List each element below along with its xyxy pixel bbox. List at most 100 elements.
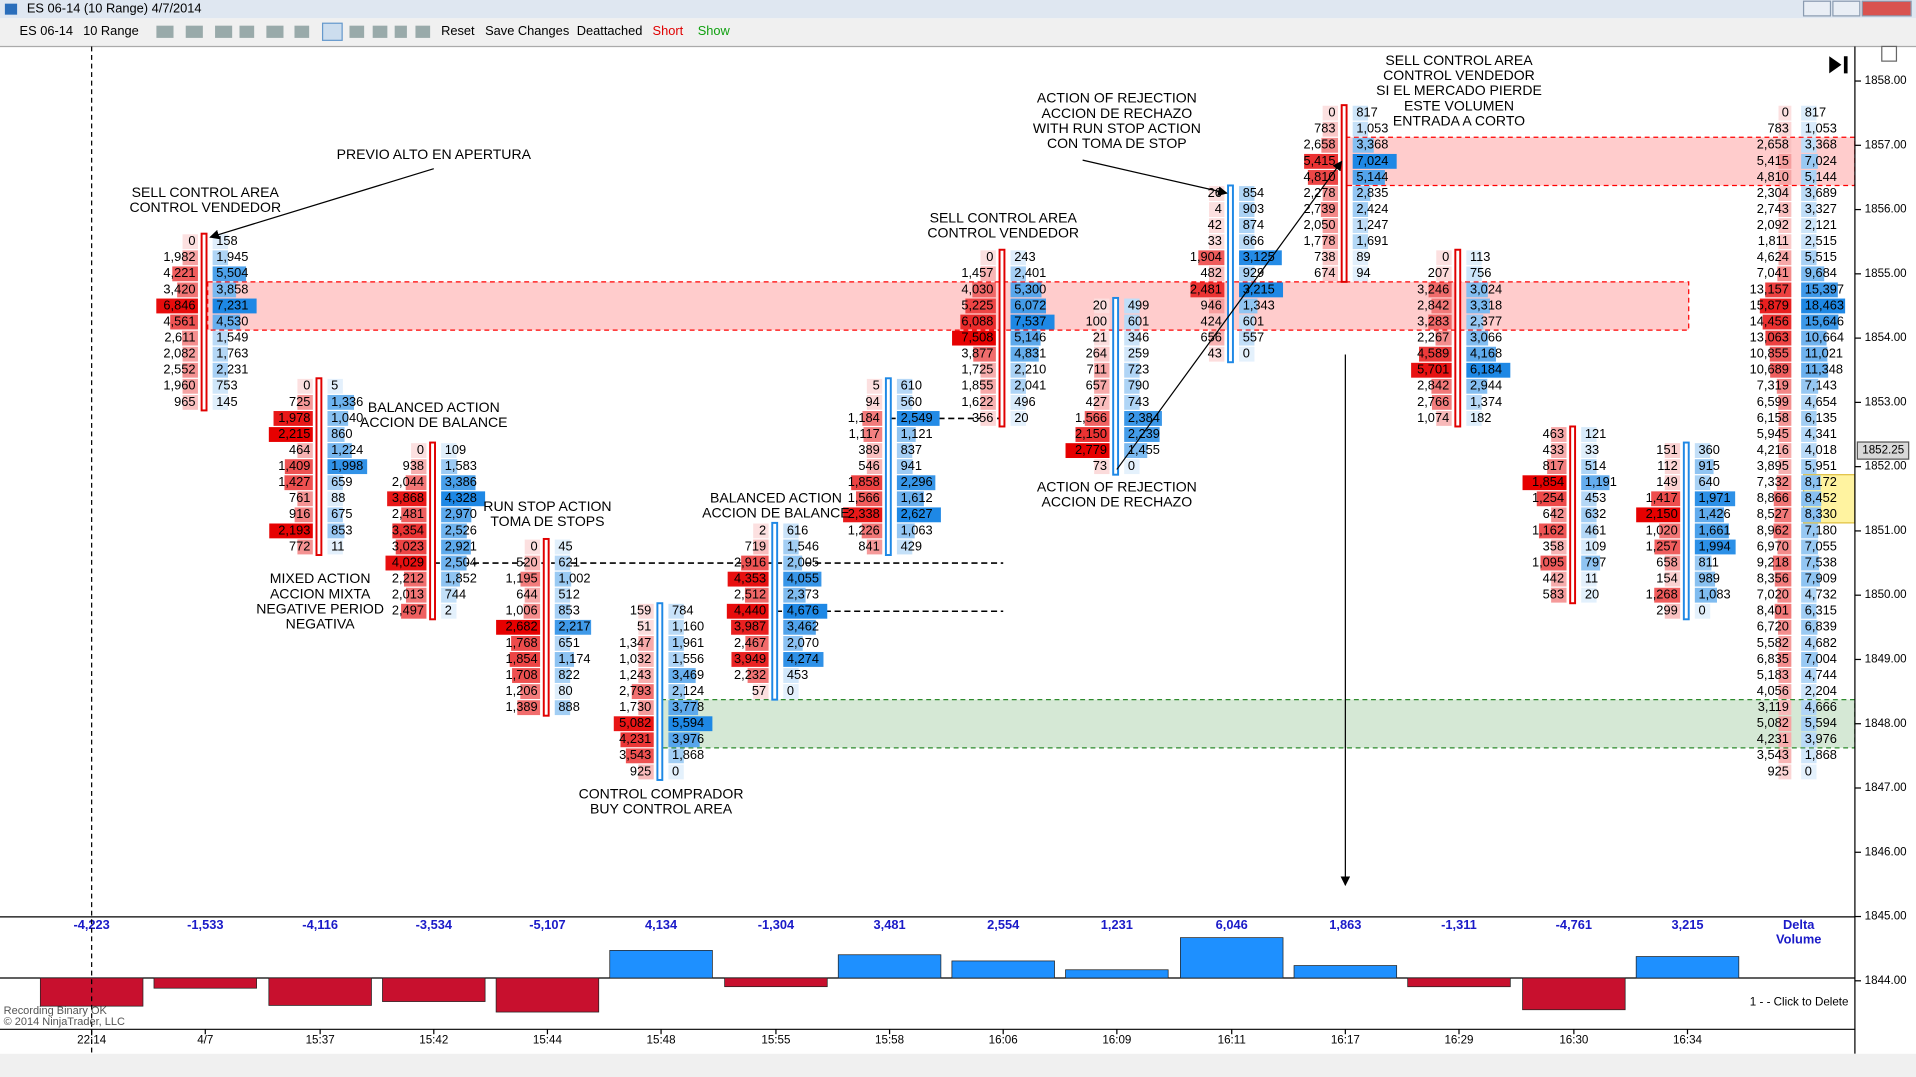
bid-label: 1,566 — [1075, 410, 1107, 425]
ask-cell — [1801, 218, 1817, 234]
ask-cell — [327, 475, 343, 491]
bid-label: 73 — [1093, 458, 1107, 473]
icon[interactable] — [239, 25, 255, 38]
bid-label: 6,970 — [1757, 538, 1789, 553]
annotation: ESTE VOLUMEN — [1404, 97, 1514, 113]
icon[interactable] — [349, 25, 365, 38]
ask-label: 837 — [901, 442, 922, 457]
bid-cell — [1778, 684, 1792, 700]
ask-cell — [1239, 218, 1255, 234]
ask-cell — [1694, 443, 1711, 459]
close-button[interactable] — [1861, 0, 1912, 17]
ask-cell — [1801, 170, 1817, 185]
icon[interactable] — [372, 25, 388, 38]
ask-label: 1,971 — [1698, 490, 1730, 505]
bid-cell — [172, 266, 198, 282]
ask-label: 1,691 — [1356, 233, 1388, 248]
ask-label: 2,070 — [787, 635, 819, 650]
ask-cell — [1694, 603, 1711, 619]
f-box[interactable] — [1881, 45, 1898, 62]
bid-cell — [1208, 314, 1225, 330]
icon[interactable] — [294, 25, 310, 38]
bid-label: 427 — [1086, 394, 1107, 409]
ask-cell — [1352, 105, 1369, 121]
ask-label: 429 — [901, 538, 922, 553]
short-button[interactable]: Short — [653, 23, 684, 38]
bid-label: 8,527 — [1757, 506, 1789, 521]
annotation: BUY CONTROL AREA — [590, 800, 733, 816]
bid-label: 761 — [289, 490, 310, 505]
ask-cell — [1801, 507, 1821, 523]
ask-label: 5,300 — [1014, 281, 1046, 296]
x-tick-label: 16:29 — [1444, 1033, 1473, 1046]
bid-label: 1,226 — [848, 522, 880, 537]
ask-cell — [668, 652, 684, 667]
ask-label: 659 — [331, 474, 352, 489]
minimize-button[interactable] — [1802, 0, 1832, 17]
bid-label: 583 — [1543, 587, 1564, 602]
bid-cell — [1664, 443, 1681, 459]
bid-cell — [1778, 668, 1792, 683]
bid-label: 151 — [1656, 442, 1677, 457]
x-tick-label: 16:11 — [1218, 1033, 1246, 1046]
bid-cell — [1190, 282, 1225, 298]
bid-cell — [1304, 153, 1339, 169]
ask-label: 989 — [1698, 571, 1719, 586]
restore-button[interactable] — [1832, 0, 1861, 17]
ask-label: 5,504 — [216, 265, 248, 280]
bid-label: 1,389 — [506, 699, 538, 714]
period-select[interactable]: 10 Range — [83, 23, 139, 38]
ask-label: 1,868 — [672, 747, 704, 762]
ask-label: 3,386 — [445, 474, 477, 489]
bid-label: 2,793 — [619, 683, 651, 698]
ask-label: 5,951 — [1805, 458, 1837, 473]
ask-label: 1,224 — [331, 442, 363, 457]
icon[interactable] — [321, 22, 343, 41]
icon[interactable] — [215, 25, 233, 38]
ask-cell — [1124, 394, 1140, 410]
bid-cell — [1778, 732, 1792, 748]
toolbar-icons — [156, 22, 431, 41]
ask-label: 4,654 — [1805, 394, 1837, 409]
detach-button[interactable]: Deattached — [577, 23, 643, 38]
bid-cell — [1436, 266, 1452, 282]
ask-cell — [783, 539, 799, 555]
ask-cell — [1124, 378, 1140, 394]
ask-cell — [668, 732, 700, 748]
bid-label: 5,582 — [1757, 635, 1789, 650]
ask-cell — [327, 443, 352, 459]
ask-label: 5,594 — [1805, 715, 1837, 730]
bid-label: 3,987 — [734, 619, 766, 634]
ask-label: 756 — [1470, 265, 1491, 280]
bid-cell — [405, 587, 427, 603]
icon[interactable] — [156, 25, 174, 38]
icon[interactable] — [394, 25, 407, 38]
bid-label: 4,221 — [163, 265, 195, 280]
scroll-end-icon[interactable] — [1829, 56, 1848, 74]
save-button[interactable]: Save Changes — [485, 23, 569, 38]
bid-cell — [520, 684, 541, 700]
bid-label: 656 — [1201, 330, 1222, 345]
bid-label: 356 — [972, 410, 993, 425]
bid-label: 1,409 — [278, 458, 310, 473]
icon[interactable] — [185, 25, 203, 38]
bid-label: 7,020 — [1757, 587, 1789, 602]
ask-cell — [1239, 266, 1255, 282]
ask-cell — [1581, 491, 1597, 507]
icon[interactable] — [266, 25, 284, 38]
bid-label: 1,960 — [163, 378, 195, 393]
ask-label: 1,583 — [445, 458, 477, 473]
show-button[interactable]: Show — [698, 23, 731, 38]
bid-cell — [1551, 571, 1567, 587]
bid-label: 51 — [637, 619, 651, 634]
instrument-select[interactable]: ES 06-14 — [20, 23, 73, 38]
ask-cell — [668, 619, 684, 635]
delta-bar — [495, 977, 600, 1013]
icon[interactable] — [415, 25, 431, 38]
ask-label: 80 — [558, 683, 572, 698]
bid-cell — [638, 652, 654, 667]
bid-label: 7,508 — [961, 330, 993, 345]
ask-cell — [441, 443, 457, 459]
bid-cell — [745, 635, 769, 651]
reset-button[interactable]: Reset — [441, 23, 475, 38]
